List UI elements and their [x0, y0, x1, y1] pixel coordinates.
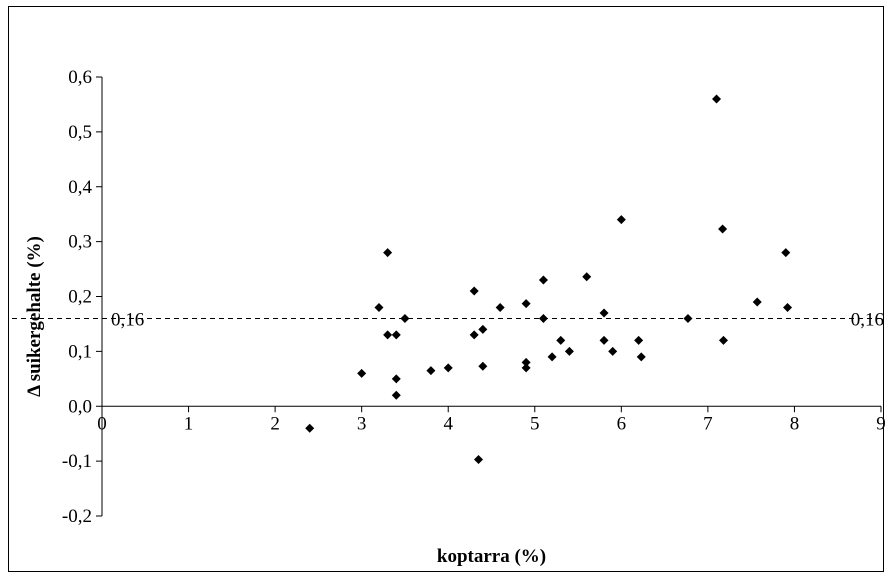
data-point	[391, 390, 401, 400]
data-point	[374, 302, 384, 312]
y-tick-label: 0,1	[68, 341, 92, 362]
data-point	[469, 286, 479, 296]
y-tick-label: 0,4	[68, 177, 92, 198]
x-tick-label: 0	[97, 413, 107, 434]
x-tick-label: 1	[184, 413, 194, 434]
x-tick-label: 9	[876, 413, 886, 434]
data-point	[683, 313, 693, 323]
x-tick-label: 5	[530, 413, 540, 434]
data-point	[521, 357, 531, 367]
data-point	[478, 361, 488, 371]
y-axis-title: Δ suikergehalte (%)	[24, 236, 45, 397]
data-point	[718, 224, 728, 234]
data-point	[400, 313, 410, 323]
data-point	[538, 313, 548, 323]
y-tick-label: 0,2	[68, 287, 92, 308]
data-point	[391, 374, 401, 384]
data-point	[383, 330, 393, 340]
data-point	[474, 454, 484, 464]
data-point	[564, 346, 574, 356]
data-point	[538, 275, 548, 285]
x-tick-label: 7	[703, 413, 713, 434]
data-point	[582, 272, 592, 282]
data-point	[634, 335, 644, 345]
data-point	[426, 366, 436, 376]
data-point	[783, 302, 793, 312]
data-point	[521, 363, 531, 373]
reference-label-left: 0,16	[111, 309, 144, 330]
reference-line-group: 0,16 0,16	[12, 309, 884, 330]
data-point	[547, 352, 557, 362]
x-tick-label: 6	[617, 413, 627, 434]
x-tick-label: 2	[270, 413, 280, 434]
data-point	[599, 308, 609, 318]
data-point	[608, 346, 618, 356]
axes: -0,2 -0,1 0,0 0,1 0,2 0,3 0,4 0,5 0,6 0 1 2 3 4 5 6 7 8 9	[62, 67, 886, 527]
data-point	[556, 335, 566, 345]
y-tick-label: 0,0	[68, 396, 92, 417]
y-tick-label: -0,2	[62, 506, 92, 527]
data-point	[443, 363, 453, 373]
data-point	[521, 299, 531, 309]
y-tick-label: 0,6	[68, 67, 92, 88]
x-tick-label: 8	[790, 413, 800, 434]
x-tick-label: 3	[357, 413, 367, 434]
data-point	[752, 297, 762, 307]
y-tick-label: 0,5	[68, 122, 92, 143]
x-tick-label: 4	[443, 413, 453, 434]
data-point	[712, 94, 722, 104]
data-point	[616, 215, 626, 225]
data-point	[718, 335, 728, 345]
y-tick-label: -0,1	[62, 451, 92, 472]
data-point	[781, 248, 791, 258]
data-points	[305, 94, 793, 464]
data-point	[599, 335, 609, 345]
reference-label-right: 0,16	[851, 309, 884, 330]
y-tick-label: 0,3	[68, 232, 92, 253]
data-point	[469, 330, 479, 340]
data-point	[383, 248, 393, 258]
x-axis-title: koptarra (%)	[437, 546, 546, 567]
data-point	[305, 423, 315, 433]
data-point	[636, 352, 646, 362]
data-point	[391, 330, 401, 340]
data-point	[478, 324, 488, 334]
data-point	[357, 368, 367, 378]
chart-area	[8, 6, 884, 572]
data-point	[495, 302, 505, 312]
